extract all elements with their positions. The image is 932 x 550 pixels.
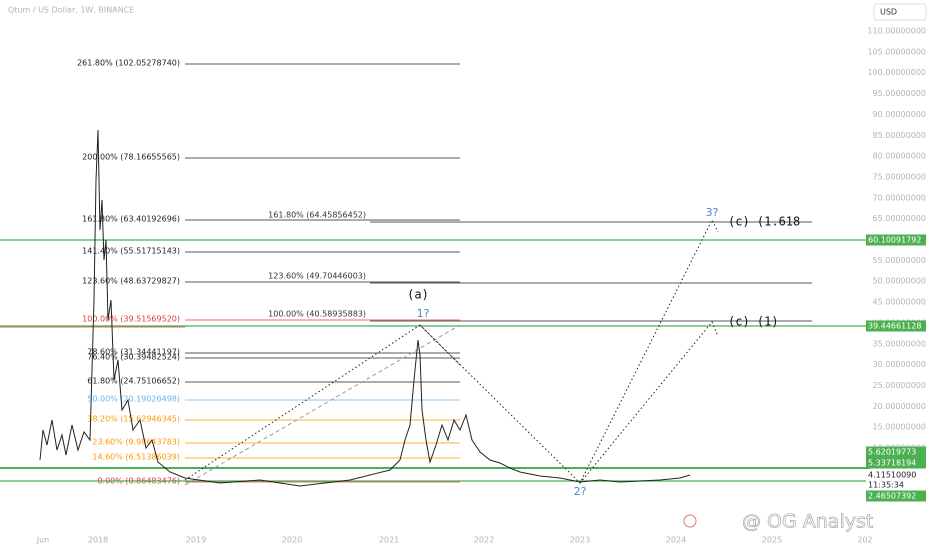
fib-levels: 261.80% (102.05278740) 200.00% (78.166555…: [0, 59, 812, 486]
currency: USD: [880, 8, 897, 17]
annotation: 3?: [706, 206, 719, 219]
price-label: 35.00000000: [873, 339, 926, 348]
price-tag-label: 2.46507392: [868, 492, 916, 501]
price-label: 105.00000000: [867, 47, 926, 56]
fib-label: 123.60% (49.70446003): [268, 272, 366, 281]
price-tag: [866, 457, 926, 469]
price-tag: [866, 446, 926, 458]
currency-button[interactable]: [873, 3, 927, 21]
price-label: 50.00000000: [873, 277, 926, 286]
price-tag: [866, 469, 926, 481]
price-label: 100.00000000: [867, 68, 926, 77]
time-label: 202: [857, 536, 872, 545]
watermark: @ OG Analyst: [742, 511, 873, 533]
time-axis: Jun 2018 2019 2020 2021 2022 2023 2024 2025 202: [36, 536, 873, 545]
price-label: 15.00000000: [873, 423, 926, 432]
fib-label: 123.60% (48.63729827): [82, 277, 180, 286]
fib-label: 100.00% (40.58935883): [268, 310, 366, 319]
price-label: 45.00000000: [873, 298, 926, 307]
time-label: 2019: [186, 536, 206, 545]
fib-label: 141.40% (55.51715143): [82, 247, 180, 256]
price-label: 75.00000000: [873, 172, 926, 181]
fib-label: 38.20% (15.62946345): [87, 415, 180, 424]
time-label: 2024: [666, 536, 686, 545]
price-line: [39, 129, 691, 487]
wave-path: [184, 218, 719, 484]
price-tag-label: 5.33718194: [868, 459, 916, 468]
fib-label: 261.80% (102.05278740): [77, 59, 180, 68]
fib-label: 61.80% (24.75106652): [87, 377, 180, 386]
fib-label: 14.60% (6.51386039): [92, 453, 180, 462]
price-label: 85.00000000: [873, 131, 926, 140]
time-label: 2025: [762, 536, 782, 545]
time-label: 2018: [88, 536, 108, 545]
fib-label: 200.00% (78.16655565): [82, 153, 180, 162]
time-label: 2023: [570, 536, 590, 545]
time-label: 2022: [474, 536, 494, 545]
time-label: 2021: [379, 536, 399, 545]
fib-label: 161.80% (63.40192696): [82, 215, 180, 224]
price-tag: [866, 490, 926, 502]
price-label: 65.00000000: [873, 214, 926, 223]
price-label: 70.00000000: [873, 193, 926, 202]
fib-label: 161.80% (64.45856452): [268, 211, 366, 220]
price-label: 90.00000000: [873, 110, 926, 119]
price-label: 20.00000000: [873, 402, 926, 411]
price-tag-label: 5.62019773: [868, 448, 916, 457]
flash-icon[interactable]: [683, 514, 697, 528]
price-label: 30.00000000: [873, 360, 926, 369]
price-label: 95.00000000: [873, 89, 926, 98]
fib-label: 78.60% (31.34441197): [87, 348, 180, 357]
time-label: Jun: [36, 536, 50, 545]
annotation: (c) (1): [728, 315, 779, 329]
price-label: 80.00000000: [873, 152, 926, 161]
price-tag-label: 39.44661128: [868, 322, 921, 331]
price-tag: [866, 320, 926, 332]
time-label: 2020: [282, 536, 302, 545]
price-tag: [866, 479, 926, 491]
price-tag-label: 11:35:34: [868, 481, 904, 490]
price-tags: 60.10091792 39.44661128 5.62019773 5.337181…: [866, 234, 926, 502]
price-tag-label: 4.11510090: [868, 471, 916, 480]
price-label: 55.00000000: [873, 256, 926, 265]
fib-label: 100.00% (39.51569520): [82, 315, 180, 324]
price-tag: [866, 234, 926, 246]
annotation: (a): [407, 288, 429, 302]
fib-label: 23.60% (9.98643783): [92, 438, 180, 447]
symbol-title: Qtum / US Dollar, 1W, BINANCE: [8, 6, 134, 15]
fib-label: 76.40% (30.39482524): [87, 353, 180, 362]
price-tag-label: 60.10091792: [868, 236, 921, 245]
price-label: 25.00000000: [873, 381, 926, 390]
annotation: 2?: [574, 485, 587, 498]
annotation: (c) (1.618: [728, 215, 800, 229]
annotation: 1?: [417, 307, 430, 320]
price-label: 110.00000000: [867, 27, 926, 36]
fib-label: 50.00% (20.19026498): [87, 395, 180, 404]
